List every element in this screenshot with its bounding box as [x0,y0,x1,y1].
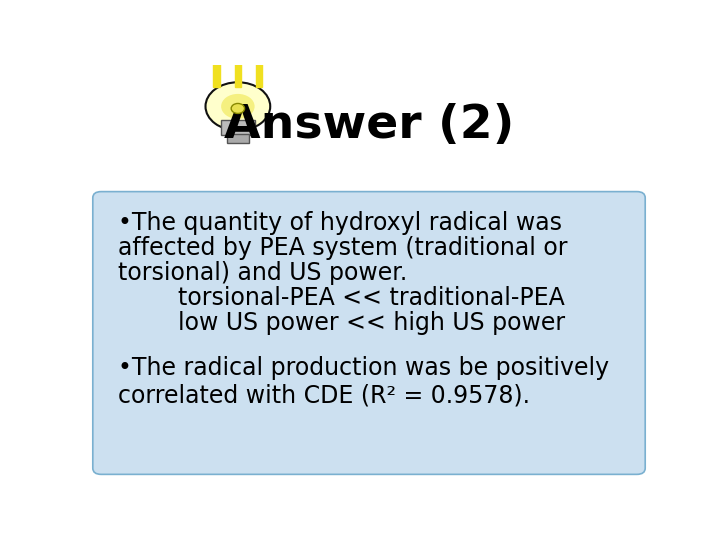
Circle shape [205,82,270,131]
Circle shape [231,104,245,113]
Text: Answer (2): Answer (2) [224,103,514,147]
Text: correlated with CDE (R² = 0.9578).: correlated with CDE (R² = 0.9578). [118,383,530,407]
Circle shape [221,94,255,119]
Bar [256,64,262,87]
Text: torsional-PEA << traditional-PEA: torsional-PEA << traditional-PEA [118,286,564,309]
Text: torsional) and US power.: torsional) and US power. [118,261,407,285]
Text: affected by PEA system (traditional or: affected by PEA system (traditional or [118,236,567,260]
Bar [227,134,249,143]
Text: •The quantity of hydroxyl radical was: •The quantity of hydroxyl radical was [118,211,562,235]
Bar [235,64,241,87]
Bar [221,120,255,136]
FancyBboxPatch shape [93,192,645,474]
Bar [213,64,220,87]
Text: low US power << high US power: low US power << high US power [118,310,565,335]
Text: •The radical production was be positively: •The radical production was be positivel… [118,356,609,380]
